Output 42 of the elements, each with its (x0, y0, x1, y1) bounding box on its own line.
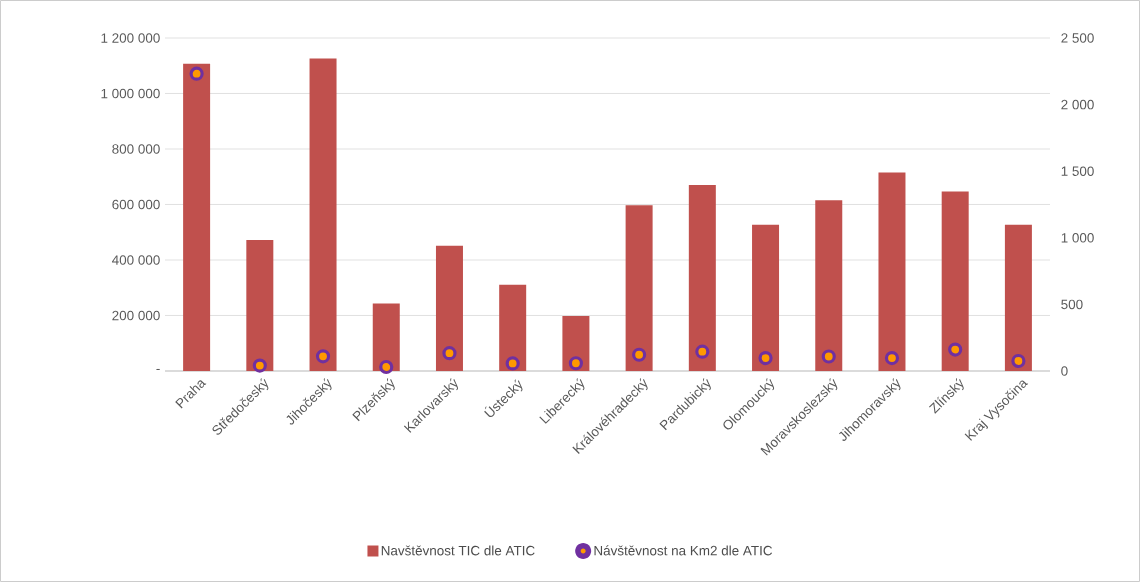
point (758, 350, 773, 366)
bar (941, 191, 969, 371)
point (442, 346, 457, 361)
bar (752, 224, 780, 371)
bar (1004, 224, 1032, 371)
y2-tick-label: 2 000 (1061, 99, 1094, 110)
bar (625, 205, 653, 371)
bar (435, 245, 463, 371)
y-tick-label: 600 000 (112, 199, 160, 210)
bar (815, 200, 843, 371)
point (884, 350, 900, 366)
bar (372, 303, 400, 371)
point (189, 66, 204, 81)
y2-tick-label: 0 (1061, 366, 1068, 376)
legend-label: Návštěvnost na Km2 dle ATIC (594, 545, 773, 556)
bar (309, 58, 337, 371)
y-tick-label: 400 000 (112, 255, 160, 265)
point (695, 344, 710, 359)
point (948, 342, 963, 357)
y-tick-label: 1 200 000 (101, 33, 160, 43)
point (568, 356, 583, 371)
bar (499, 284, 527, 371)
y2-tick-label: 1 500 (1061, 166, 1094, 176)
y2-tick-label: 1 000 (1061, 233, 1094, 243)
y2-tick-label: 500 (1061, 299, 1083, 310)
legend-label: Navštěvnost TIC dle ATIC (381, 545, 535, 556)
y-tick-label: 800 000 (112, 144, 160, 154)
bar (183, 63, 211, 371)
y2-tick-label: 2 500 (1061, 33, 1094, 43)
bar (246, 240, 274, 371)
y-tick-label: 1 000 000 (101, 88, 160, 99)
point (379, 359, 394, 375)
bar (688, 185, 716, 371)
point (632, 347, 647, 362)
y-tick-label: 200 000 (112, 310, 160, 321)
y-tick-label: - (156, 368, 160, 370)
point (505, 356, 520, 371)
point (821, 349, 836, 364)
bar (878, 172, 906, 371)
point (1011, 353, 1026, 369)
point (315, 349, 331, 364)
point (252, 358, 267, 373)
